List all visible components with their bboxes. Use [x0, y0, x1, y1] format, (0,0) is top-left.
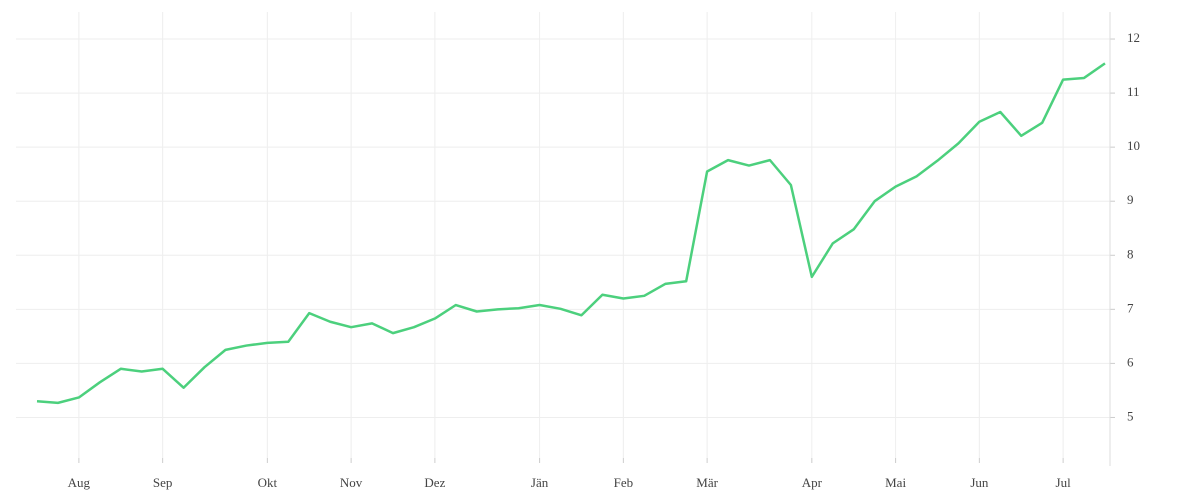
y-tick-label: 9 — [1127, 192, 1134, 207]
x-tick-label: Jun — [970, 475, 989, 490]
y-tick-label: 12 — [1127, 30, 1140, 45]
y-tick-label: 8 — [1127, 246, 1134, 261]
y-tick-label: 11 — [1127, 84, 1140, 99]
x-tick-label: Dez — [424, 475, 445, 490]
y-tick-label: 10 — [1127, 138, 1140, 153]
x-tick-label: Nov — [340, 475, 363, 490]
y-tick-label: 7 — [1127, 300, 1134, 315]
x-tick-label: Okt — [258, 475, 278, 490]
x-tick-label: Jul — [1056, 475, 1072, 490]
y-tick-label: 5 — [1127, 408, 1134, 423]
x-tick-label: Jän — [531, 475, 549, 490]
x-tick-label: Mai — [885, 475, 906, 490]
line — [36, 62, 1106, 405]
x-tick-label: Aug — [68, 475, 91, 490]
x-tick-label: Apr — [802, 475, 823, 490]
y-tick-label: 6 — [1127, 354, 1134, 369]
x-tick-label: Feb — [614, 475, 634, 490]
x-tick-label: Sep — [153, 475, 173, 490]
x-tick-label: Mär — [696, 475, 718, 490]
